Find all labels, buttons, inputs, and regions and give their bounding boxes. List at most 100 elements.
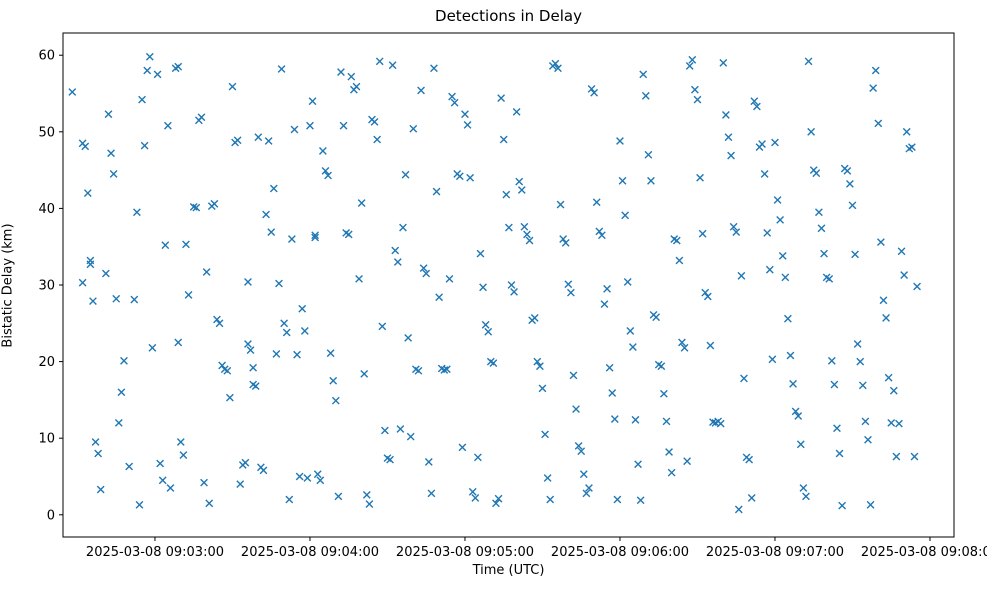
scatter-point [698, 229, 707, 238]
scatter-point [479, 283, 487, 292]
scatter-point [747, 494, 756, 502]
scatter-point [184, 291, 193, 299]
scatter-point [608, 389, 617, 397]
scatter-point [556, 200, 565, 209]
scatter-point [861, 417, 870, 426]
scatter-point [89, 297, 97, 305]
scatter-point [724, 133, 733, 142]
scatter-point [786, 351, 795, 360]
scatter-point [848, 201, 857, 210]
scatter-point [422, 269, 431, 278]
scatter-point [737, 271, 746, 280]
scatter-point [869, 84, 878, 93]
scatter-point [321, 166, 330, 175]
scatter-point [605, 363, 614, 372]
scatter-point [158, 476, 167, 485]
scatter-point [647, 176, 655, 185]
scatter-point [244, 278, 252, 286]
scatter-point [683, 457, 692, 466]
scatter-point [458, 443, 467, 452]
scatter-point [114, 418, 123, 427]
scatter-point [895, 419, 903, 428]
scatter-point [794, 412, 803, 420]
scatter-point [595, 227, 604, 236]
scatter-point [812, 169, 821, 178]
scatter-point [644, 150, 653, 159]
x-tick-label: 2025-03-08 09:03:00 [86, 545, 224, 560]
scatter-point [807, 127, 816, 136]
scatter-point [481, 320, 490, 329]
scatter-point [275, 279, 283, 288]
scatter-point [530, 314, 539, 322]
scatter-point [365, 500, 374, 508]
scatter-point [703, 292, 712, 301]
scatter-point [156, 459, 165, 468]
scatter-point [192, 203, 201, 212]
scatter-point [781, 273, 790, 282]
scatter-point [78, 278, 87, 287]
scatter-point [900, 271, 909, 279]
scatter-point [200, 478, 208, 487]
scatter-point [636, 496, 645, 505]
y-tick-label: 30 [38, 279, 55, 294]
scatter-point [228, 82, 237, 91]
scatter-point [197, 113, 206, 122]
scatter-point [719, 58, 728, 67]
x-tick-label: 2025-03-08 09:08:00 [861, 545, 987, 560]
scatter-point [285, 495, 294, 504]
scatter-point [802, 492, 810, 501]
scatter-point [277, 65, 286, 73]
x-tick-label: 2025-03-08 09:07:00 [706, 545, 844, 560]
y-tick-label: 40 [38, 202, 55, 217]
scatter-point [117, 388, 126, 397]
scatter-point [858, 381, 867, 390]
scatter-point [140, 141, 149, 150]
scatter-point [504, 223, 513, 232]
scatter-point [109, 170, 118, 178]
scatter-point [267, 228, 276, 237]
scatter-point [603, 284, 611, 293]
scatter-point [778, 251, 787, 260]
scatter-point [476, 249, 485, 258]
scatter-point [303, 474, 312, 482]
scatter-point [249, 363, 258, 372]
scatter-point [499, 135, 508, 144]
scatter-point [817, 224, 826, 233]
axes-spines [62, 32, 955, 538]
scatter-point [750, 97, 759, 106]
scatter-point [887, 418, 896, 427]
scatter-point [696, 173, 704, 182]
scatter-point [639, 70, 648, 79]
scatter-point [590, 88, 599, 97]
scatter-point [326, 349, 335, 358]
scatter-point [533, 357, 542, 366]
scatter-point [334, 492, 343, 501]
scatter-point [845, 179, 854, 188]
scatter-point [502, 190, 511, 199]
scatter-point [667, 468, 676, 477]
scatter-point [814, 208, 823, 217]
scatter-point [892, 452, 901, 461]
scatter-point [189, 202, 198, 211]
scatter-point [564, 280, 573, 289]
scatter-point [752, 102, 761, 111]
scatter-point [104, 110, 113, 119]
scatter-point [101, 269, 110, 278]
scatter-point [373, 135, 382, 144]
chart-title: Detections in Delay [435, 7, 582, 25]
scatter-point [269, 184, 278, 193]
scatter-point [215, 319, 224, 328]
scatter-point [112, 294, 121, 303]
scatter-point [96, 485, 105, 494]
scatter-point [424, 458, 433, 466]
scatter-point [523, 230, 531, 239]
scatter-point [587, 85, 596, 93]
scatter-point [163, 121, 172, 130]
scatter-point [559, 235, 568, 243]
scatter-point [130, 295, 139, 304]
scatter-point [758, 140, 766, 148]
scatter-point [399, 223, 407, 232]
y-tick-label: 60 [38, 49, 55, 64]
scatter-point [161, 241, 170, 250]
